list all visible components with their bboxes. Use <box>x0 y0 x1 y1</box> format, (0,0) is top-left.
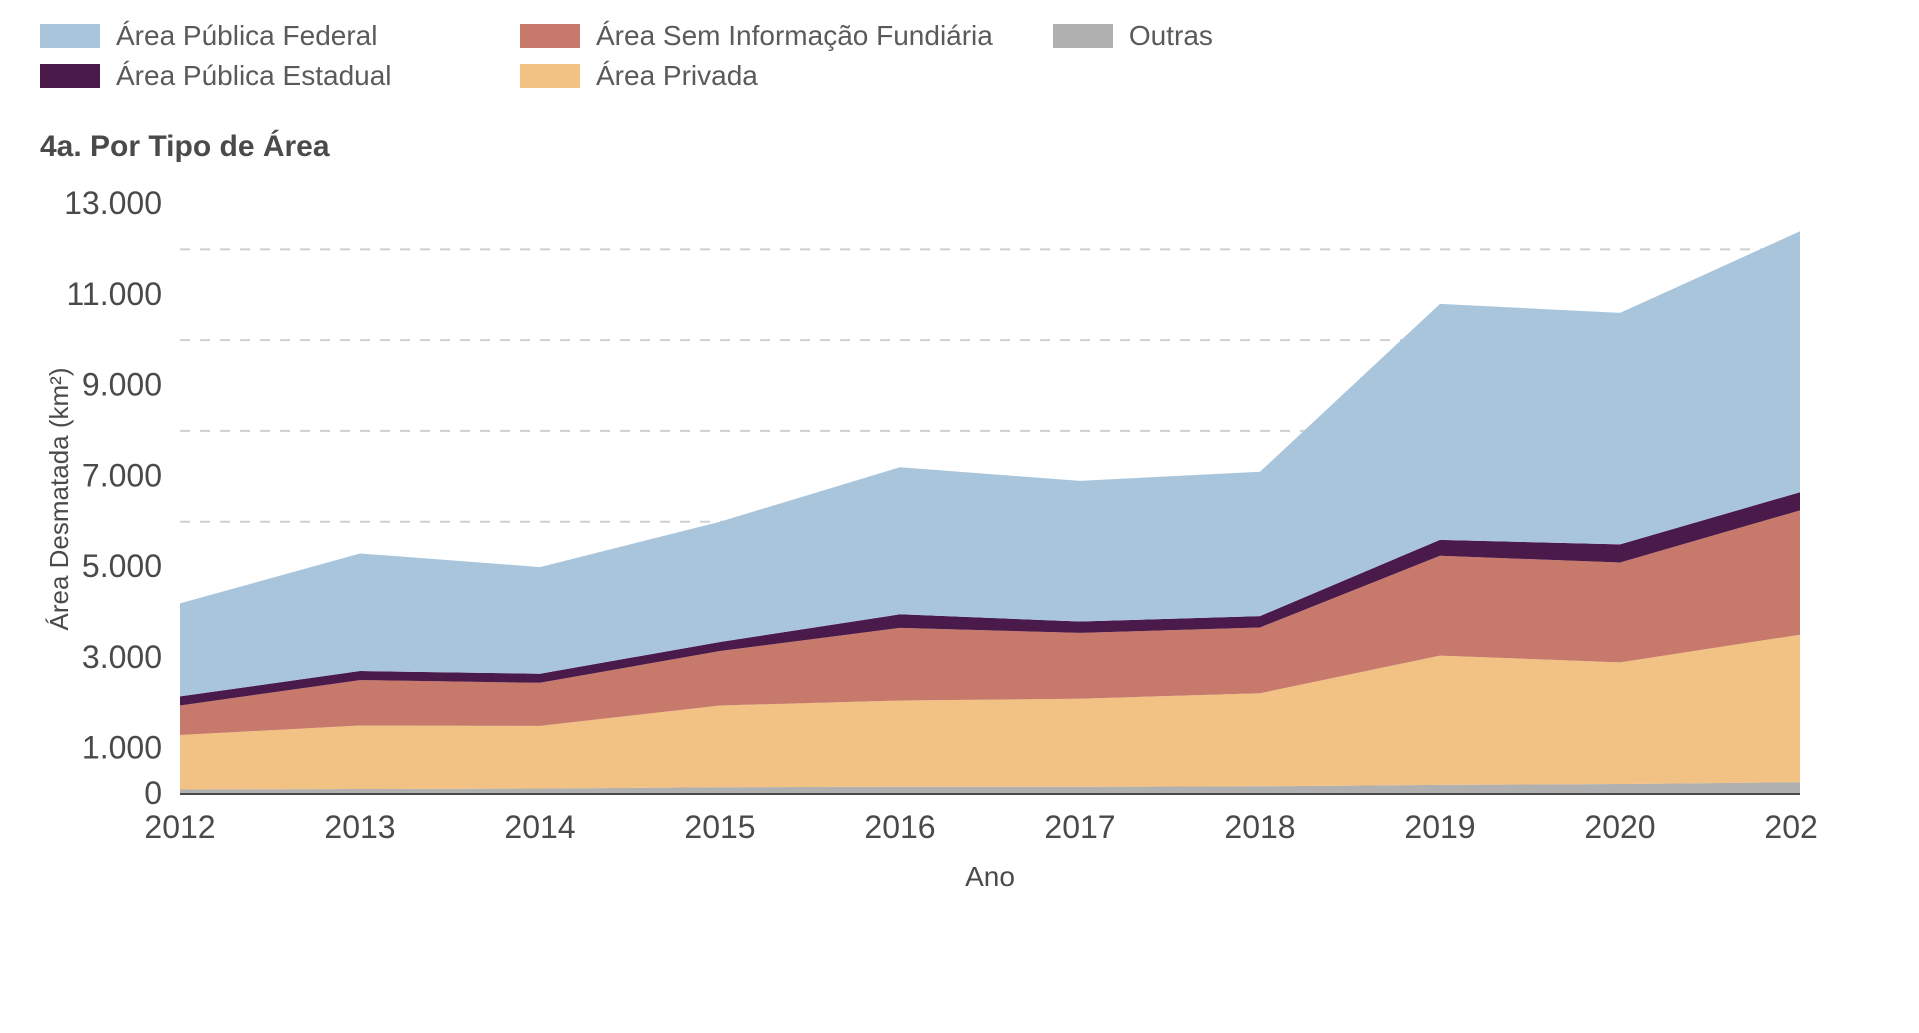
legend-item-privada: Área Privada <box>520 60 940 92</box>
svg-text:2014: 2014 <box>504 809 575 845</box>
svg-text:2019: 2019 <box>1404 809 1475 845</box>
svg-text:2017: 2017 <box>1044 809 1115 845</box>
stacked-area-svg: 0 1.000 3.000 5.000 7.000 9.000 11.000 13.000 20… <box>40 184 1820 904</box>
svg-text:13.000: 13.000 <box>64 185 162 221</box>
svg-text:2012: 2012 <box>144 809 215 845</box>
legend-label: Área Pública Estadual <box>116 60 392 92</box>
svg-text:0: 0 <box>144 775 162 811</box>
legend-swatch <box>40 64 100 88</box>
svg-text:2015: 2015 <box>684 809 755 845</box>
legend-item-outras: Outras <box>1053 20 1473 52</box>
legend-swatch <box>520 64 580 88</box>
legend-label: Área Privada <box>596 60 758 92</box>
legend-item-estadual: Área Pública Estadual <box>40 60 460 92</box>
legend-label: Área Sem Informação Fundiária <box>596 20 993 52</box>
legend-item-federal: Área Pública Federal <box>40 20 460 52</box>
svg-text:5.000: 5.000 <box>82 548 162 584</box>
svg-text:Área Desmatada (km²): Área Desmatada (km²) <box>44 368 74 631</box>
legend-swatch <box>1053 24 1113 48</box>
legend-swatch <box>520 24 580 48</box>
svg-text:11.000: 11.000 <box>67 276 163 312</box>
legend: Área Pública Federal Área Sem Informação… <box>40 20 1879 100</box>
svg-text:7.000: 7.000 <box>82 457 162 493</box>
chart-subtitle: 4a. Por Tipo de Área <box>40 130 1879 164</box>
legend-label: Área Pública Federal <box>116 20 377 52</box>
svg-text:2020: 2020 <box>1584 809 1655 845</box>
legend-swatch <box>40 24 100 48</box>
svg-text:Ano: Ano <box>965 861 1015 892</box>
chart-container: Área Pública Federal Área Sem Informação… <box>0 0 1919 1033</box>
svg-text:2013: 2013 <box>324 809 395 845</box>
chart-plot: 0 1.000 3.000 5.000 7.000 9.000 11.000 13.000 20… <box>40 184 1879 904</box>
svg-text:3.000: 3.000 <box>82 639 162 675</box>
svg-text:9.000: 9.000 <box>82 367 162 403</box>
legend-item-sem-info: Área Sem Informação Fundiária <box>520 20 993 52</box>
svg-text:1.000: 1.000 <box>82 730 162 766</box>
svg-text:2016: 2016 <box>864 809 935 845</box>
svg-text:2021: 2021 <box>1764 809 1820 845</box>
svg-text:2018: 2018 <box>1224 809 1295 845</box>
legend-label: Outras <box>1129 20 1213 52</box>
